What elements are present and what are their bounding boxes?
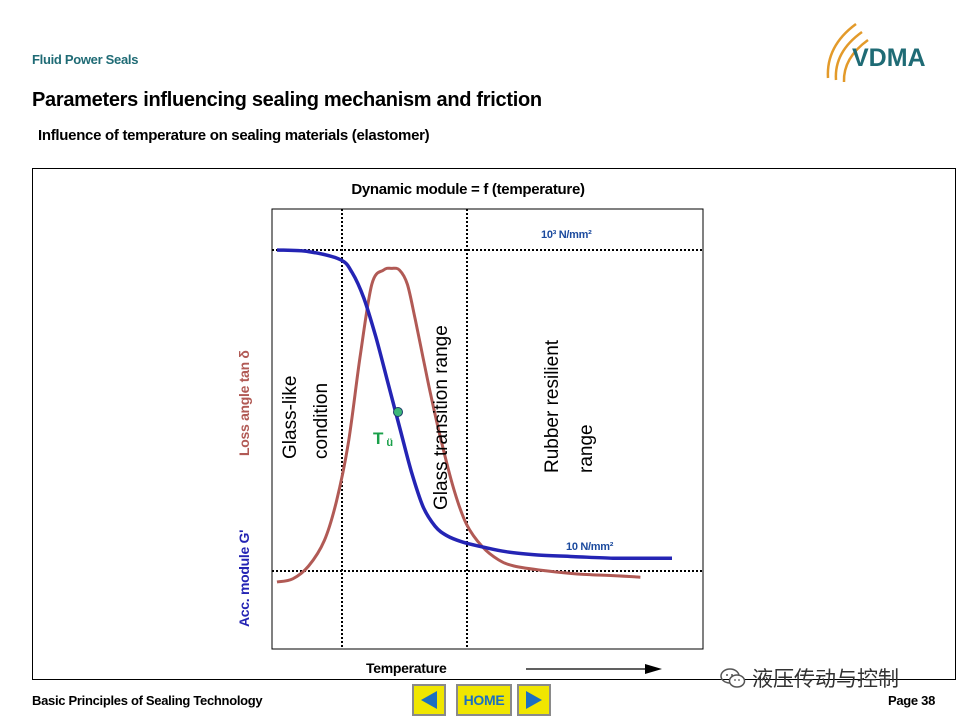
watermark-text: 液压传动与控制: [752, 668, 899, 691]
loss-angle-curve: [276, 266, 641, 584]
arrow-left-icon: [421, 691, 437, 709]
region-glass-label-1: Glass-like: [280, 376, 301, 459]
x-axis-label: Temperature: [366, 660, 447, 676]
footer-course-title: Basic Principles of Sealing Technology: [32, 693, 263, 708]
wechat-icon: [720, 668, 746, 688]
lower-modulus-label: 10 N/mm²: [566, 541, 614, 553]
logo-arcs: [826, 22, 869, 83]
chart-title: Dynamic module = f (temperature): [351, 181, 585, 198]
arrow-right-icon: [526, 691, 542, 709]
x-axis-arrow-head: [645, 664, 662, 674]
vdma-logo: VDMA: [826, 22, 926, 83]
modulus-curve: [276, 248, 672, 561]
region-rubber-label-2: range: [576, 424, 597, 473]
transition-point-subscript: ü: [386, 437, 393, 449]
y-axis-label-loss: Loss angle tan δ: [236, 350, 252, 456]
plot-area-border: [271, 208, 704, 650]
page-subtitle: Influence of temperature on sealing mate…: [38, 127, 430, 144]
home-button[interactable]: HOME: [456, 684, 512, 716]
region-transition-label: Glass transition range: [431, 325, 452, 510]
page-number: Page 38: [887, 693, 935, 708]
transition-point-symbol: T: [373, 429, 384, 448]
region-rubber-label-1: Rubber resilient: [542, 339, 563, 473]
region-glass-label-2: condition: [311, 383, 332, 459]
logo-text: VDMA: [852, 44, 926, 72]
page-title: Parameters influencing sealing mechanism…: [32, 89, 542, 111]
transition-point-marker: [393, 407, 403, 417]
next-page-button[interactable]: [517, 684, 551, 716]
section-header: Fluid Power Seals: [32, 52, 139, 67]
figure-frame: [32, 168, 956, 680]
previous-page-button[interactable]: [412, 684, 446, 716]
y-axis-label-modulus: Acc. module G': [236, 530, 252, 627]
wechat-watermark: 液压传动与控制: [720, 663, 899, 693]
upper-modulus-label: 10³ N/mm²: [541, 229, 592, 241]
